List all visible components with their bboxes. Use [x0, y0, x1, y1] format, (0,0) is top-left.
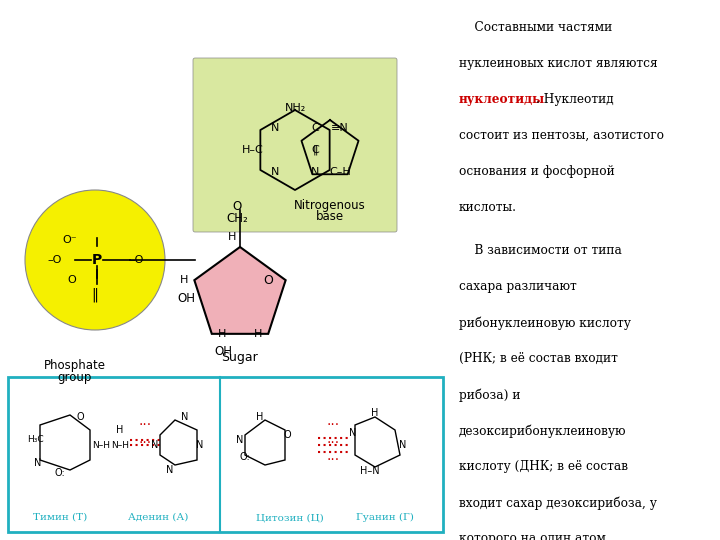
Text: нуклеотиды: нуклеотиды	[459, 93, 545, 106]
Text: –O: –O	[130, 255, 144, 265]
Text: ‖: ‖	[91, 288, 99, 302]
Text: N: N	[311, 167, 319, 177]
Text: N–H: N–H	[92, 441, 110, 449]
Text: сахара различают: сахара различают	[459, 280, 577, 293]
Circle shape	[25, 190, 165, 330]
Text: H–C: H–C	[242, 145, 264, 155]
Text: H: H	[372, 408, 379, 418]
Text: нуклеиновых кислот являются: нуклеиновых кислот являются	[459, 57, 657, 70]
Text: Phosphate: Phosphate	[44, 359, 106, 372]
Text: H: H	[180, 275, 189, 285]
Text: Тимин (Т): Тимин (Т)	[33, 513, 87, 522]
Text: O:: O:	[55, 468, 66, 478]
FancyBboxPatch shape	[8, 377, 443, 532]
Text: ···: ···	[326, 436, 340, 450]
Text: которого на один атом: которого на один атом	[459, 532, 606, 540]
Text: Nitrogenous: Nitrogenous	[294, 199, 366, 212]
Text: N–H: N–H	[111, 441, 129, 449]
Text: H: H	[217, 329, 226, 339]
FancyBboxPatch shape	[193, 58, 397, 232]
Text: O:: O:	[240, 452, 251, 462]
Text: H₃C: H₃C	[27, 435, 43, 444]
Text: В зависимости от типа: В зависимости от типа	[459, 245, 622, 258]
Text: Аденин (А): Аденин (А)	[128, 513, 188, 522]
Text: O: O	[233, 200, 242, 213]
Text: C: C	[311, 145, 319, 155]
Text: . Нуклеотид: . Нуклеотид	[536, 93, 614, 106]
Text: N: N	[271, 167, 279, 177]
Text: –O: –O	[48, 255, 62, 265]
Text: ···: ···	[326, 453, 340, 467]
Text: основания и фосфорной: основания и фосфорной	[459, 165, 615, 178]
Text: O: O	[263, 273, 273, 287]
Text: N: N	[349, 428, 356, 438]
Text: N: N	[271, 123, 279, 133]
Text: N: N	[166, 465, 174, 475]
Text: состоит из пентозы, азотистого: состоит из пентозы, азотистого	[459, 129, 664, 142]
Text: H: H	[228, 232, 236, 242]
Text: N: N	[35, 458, 42, 468]
Polygon shape	[194, 247, 286, 334]
Text: рибоза) и: рибоза) и	[459, 388, 521, 402]
Text: O: O	[76, 412, 84, 422]
Text: O: O	[283, 430, 291, 440]
Text: рибонуклеиновую кислоту: рибонуклеиновую кислоту	[459, 316, 631, 330]
Text: ···: ···	[326, 418, 340, 432]
Text: H: H	[254, 329, 262, 339]
Text: Цитозин (Ц): Цитозин (Ц)	[256, 513, 324, 522]
Text: O⁻: O⁻	[63, 235, 77, 245]
Text: дезоксирибонуклеиновую: дезоксирибонуклеиновую	[459, 424, 626, 438]
Text: H: H	[117, 425, 124, 435]
Text: Sugar: Sugar	[222, 352, 258, 365]
Text: ≡N: ≡N	[331, 123, 349, 133]
Text: N: N	[151, 440, 158, 450]
Text: NH₂: NH₂	[284, 103, 305, 113]
Text: CH₂: CH₂	[226, 213, 248, 226]
Text: N: N	[197, 440, 204, 450]
Text: кислоту (ДНК; в её состав: кислоту (ДНК; в её состав	[459, 460, 628, 473]
Text: входит сахар дезоксирибоза, у: входит сахар дезоксирибоза, у	[459, 496, 657, 510]
Text: C–H: C–H	[329, 167, 351, 177]
Text: C: C	[311, 123, 319, 133]
Text: group: group	[58, 370, 92, 383]
Text: OH: OH	[177, 292, 195, 305]
Text: N: N	[236, 435, 243, 445]
Text: OH: OH	[215, 346, 233, 359]
Text: Гуанин (Г): Гуанин (Г)	[356, 513, 414, 522]
Text: O: O	[68, 275, 76, 285]
Text: ‖: ‖	[312, 145, 318, 156]
Text: H–N: H–N	[360, 466, 380, 476]
Text: H: H	[256, 412, 264, 422]
Text: P: P	[92, 253, 102, 267]
Text: base: base	[316, 211, 344, 224]
Text: кислоты.: кислоты.	[459, 201, 517, 214]
Text: (РНК; в её состав входит: (РНК; в её состав входит	[459, 352, 618, 366]
Text: ···: ···	[138, 418, 152, 432]
Text: N: N	[181, 412, 189, 422]
Text: Составными частями: Составными частями	[459, 21, 612, 34]
Text: N: N	[400, 440, 407, 450]
Text: ···: ···	[138, 436, 152, 450]
